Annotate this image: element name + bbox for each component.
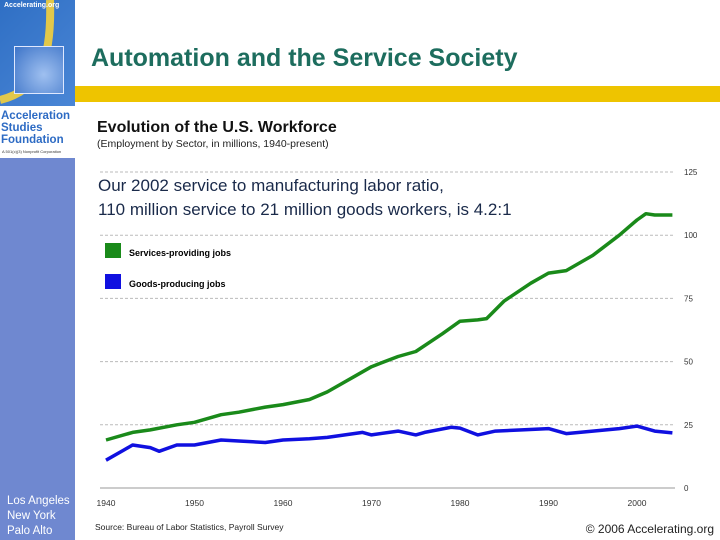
y-tick-label: 75 (684, 294, 693, 303)
legend-swatch-goods (105, 274, 121, 289)
chart-source: Source: Bureau of Labor Statistics, Payr… (95, 522, 284, 532)
legend-swatch-services (105, 243, 121, 258)
legend-label-goods: Goods-producing jobs (129, 279, 226, 289)
x-tick-label: 1990 (539, 498, 558, 508)
logo: Accelerating.org (0, 0, 75, 106)
cities: Los Angeles New York Palo Alto (7, 495, 70, 537)
copyright: © 2006 Accelerating.org (585, 522, 714, 536)
y-tick-label: 50 (684, 358, 693, 367)
org-tagline: A 501(c)(3) Nonprofit Corporation (2, 149, 62, 154)
org-name: Acceleration Studies Foundation (1, 110, 71, 146)
accent-bar (75, 86, 720, 102)
y-tick-label: 100 (684, 231, 698, 240)
series-line-goods (105, 424, 673, 462)
x-tick-label: 1960 (274, 498, 293, 508)
ratio-note: Our 2002 service to manufacturing labor … (98, 176, 512, 219)
x-tick-label: 1950 (185, 498, 204, 508)
chart-subtitle: (Employment by Sector, in millions, 1940… (97, 138, 329, 150)
y-tick-label: 0 (684, 484, 689, 493)
x-tick-label: 1940 (97, 498, 116, 508)
chart-title: Evolution of the U.S. Workforce (97, 119, 337, 136)
legend-label-services: Services-providing jobs (129, 248, 231, 258)
series-line-services (105, 211, 673, 442)
logo-site: Accelerating.org (4, 2, 60, 9)
y-tick-label: 125 (684, 168, 698, 177)
x-tick-label: 2000 (628, 498, 647, 508)
x-tick-label: 1980 (451, 498, 470, 508)
x-tick-label: 1970 (362, 498, 381, 508)
slide-title: Automation and the Service Society (91, 44, 518, 72)
y-tick-label: 25 (684, 421, 693, 430)
